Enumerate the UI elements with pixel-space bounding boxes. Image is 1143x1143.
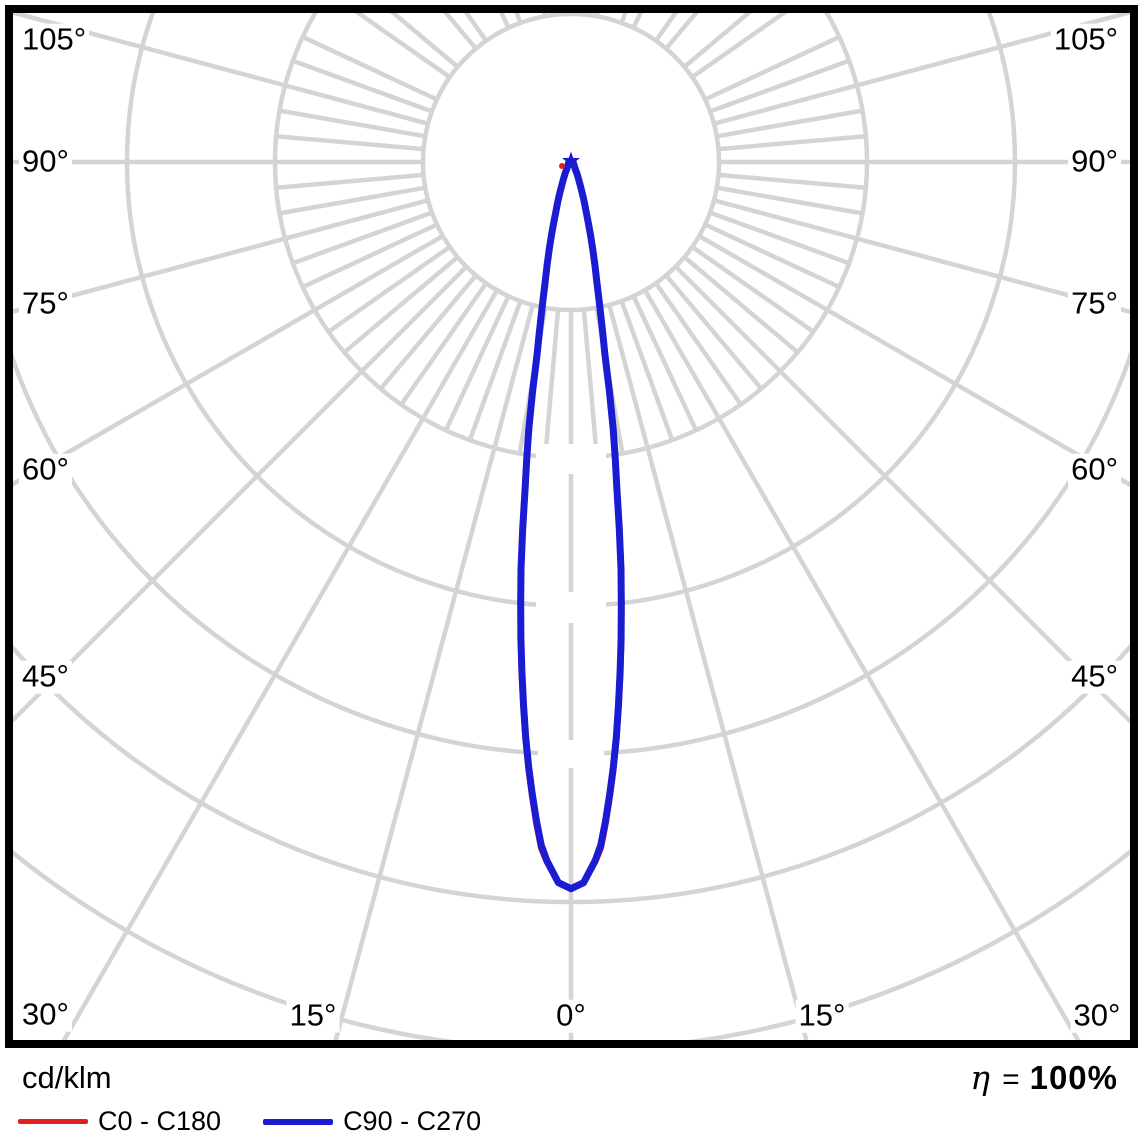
c0-c180-line-swatch — [18, 1119, 88, 1124]
legend: C0 - C180 C90 - C270 — [18, 1106, 481, 1137]
c90-c270-curve — [517, 158, 625, 893]
radial-unit-label: cd/klm — [22, 1060, 112, 1095]
eta-symbol: η — [970, 1058, 991, 1097]
angle-label-45deg-right: 45° — [1068, 660, 1121, 694]
angle-label-15deg-bottom: 15° — [795, 999, 849, 1033]
angle-label-75deg-right: 75° — [1068, 287, 1121, 321]
efficiency-readout: η = 100% — [970, 1058, 1118, 1097]
chart-footer: cd/klm η = 100% C0 - C180 C90 - C270 — [0, 1048, 1143, 1143]
legend-item-c90-c270: C90 - C270 — [263, 1106, 481, 1137]
chart-border — [5, 5, 1138, 1048]
equals-sign: = — [1002, 1063, 1020, 1096]
angle-label-30deg-bottom: 30° — [1070, 999, 1124, 1033]
angle-label-15deg-bottom: 15° — [286, 999, 340, 1033]
origin-star-marker — [562, 151, 580, 169]
angle-label-60deg-left: 60° — [19, 453, 72, 487]
c0-origin-marker — [559, 163, 565, 169]
angle-label-0deg-bottom: 0° — [553, 999, 589, 1033]
legend-item-c0-c180: C0 - C180 — [18, 1106, 221, 1137]
angle-label-105deg-left: 105° — [19, 23, 90, 57]
legend-label: C90 - C270 — [343, 1106, 482, 1136]
angle-label-90deg-left: 90° — [19, 145, 72, 179]
angle-label-30deg-left: 30° — [19, 998, 72, 1032]
axis-label-masks — [536, 444, 606, 768]
angle-label-60deg-right: 60° — [1068, 453, 1121, 487]
angle-label-75deg-left: 75° — [19, 287, 72, 321]
angle-label-45deg-left: 45° — [19, 660, 72, 694]
legend-label: C0 - C180 — [98, 1106, 222, 1136]
angle-label-90deg-right: 90° — [1068, 145, 1121, 179]
c90-c270-line-swatch — [263, 1118, 334, 1125]
angle-label-105deg-right: 105° — [1050, 23, 1121, 57]
efficiency-value: 100% — [1029, 1059, 1118, 1096]
